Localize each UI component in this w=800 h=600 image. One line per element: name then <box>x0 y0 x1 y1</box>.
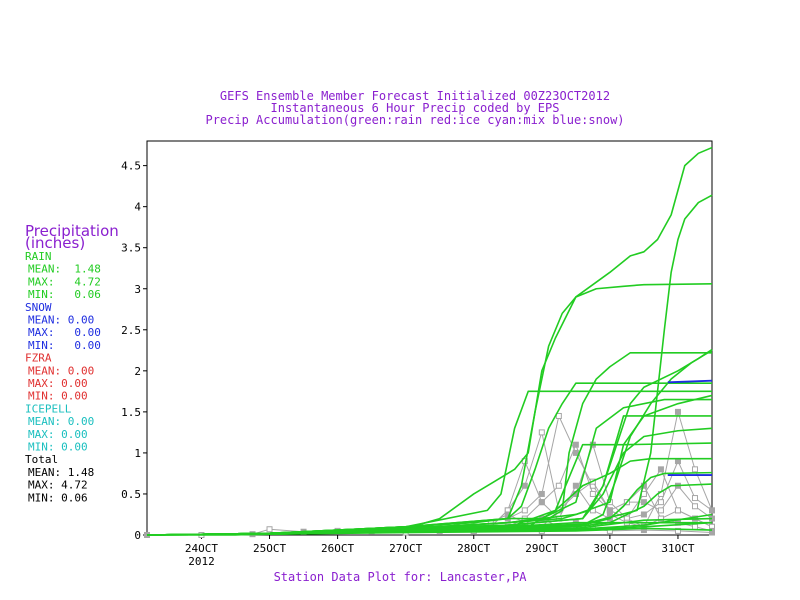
rain-accumulation-line <box>146 382 712 536</box>
y-tick-label: 0.5 <box>121 488 141 501</box>
instant-precip-point <box>555 482 562 489</box>
y-tick-label: 2 <box>134 365 141 378</box>
summary-stat-line: MAX: 4.72 <box>28 479 88 492</box>
x-tick-year: 2012 <box>188 555 215 568</box>
summary-stat-line: MIN: 0.06 <box>28 288 101 301</box>
x-tick-label: 24OCT <box>185 542 218 555</box>
rain-accumulation-line <box>146 521 712 536</box>
y-tick-label: 1.5 <box>121 406 141 419</box>
instant-precip-point <box>538 499 545 506</box>
summary-stat-line: MIN: 0.06 <box>28 491 88 504</box>
x-tick-label: 25OCT <box>253 542 286 555</box>
summary-stat-line: MEAN: 0.00 <box>28 314 94 327</box>
instant-precip-point <box>538 490 545 497</box>
x-tick-label: 27OCT <box>389 542 422 555</box>
summary-stat-line: MEAN: 1.48 <box>28 263 101 276</box>
instant-precip-point <box>674 507 681 514</box>
summary-stat-line: MIN: 0.00 <box>28 339 101 352</box>
accumulation-series <box>146 146 713 536</box>
instant-precip-point <box>521 482 528 489</box>
instant-precip-point <box>674 527 681 534</box>
y-tick-label: 0 <box>134 529 141 542</box>
y-tick-label: 2.5 <box>121 324 141 337</box>
summary-stat-line: MIN: 0.00 <box>28 390 88 403</box>
instant-precip-point <box>691 495 698 502</box>
x-tick-label: 28OCT <box>457 542 490 555</box>
summary-stat-line: MAX: 0.00 <box>28 326 101 339</box>
instant-precip-point <box>538 429 545 436</box>
summary-stat-line: MAX: 0.00 <box>28 428 88 441</box>
y-tick-label: 3 <box>134 283 141 296</box>
summary-stat-line: MEAN: 0.00 <box>28 364 94 377</box>
instant-precip-point <box>589 490 596 497</box>
summary-stat-line: MEAN: 0.00 <box>28 415 94 428</box>
instant-precip-point <box>657 507 664 514</box>
instant-precip-point <box>657 515 664 522</box>
summary-block-title: ICEPELL <box>25 402 72 415</box>
rain-accumulation-line <box>146 349 713 536</box>
x-tick-label: 26OCT <box>321 542 354 555</box>
instant-precip-point <box>572 441 579 448</box>
instant-precip-point <box>709 507 715 514</box>
instant-precip-series <box>144 408 715 538</box>
summary-stat-line: MAX: 4.72 <box>28 275 101 288</box>
snow-accumulation-line <box>667 379 713 384</box>
instant-precip-line <box>490 430 713 528</box>
instant-precip-point <box>657 499 664 506</box>
instant-precip-point <box>640 511 647 518</box>
station-footer: Station Data Plot for: Lancaster,PA <box>274 570 528 584</box>
x-tick-label: 31OCT <box>661 542 694 555</box>
summary-block-title: FZRA <box>25 352 52 365</box>
snow-segments <box>667 379 713 476</box>
summary-stat-line: MAX: 0.00 <box>28 377 88 390</box>
y-tick-label: 4.5 <box>121 160 141 173</box>
title-line-1: GEFS Ensemble Member Forecast Initialize… <box>220 89 610 103</box>
instant-precip-point <box>674 408 681 415</box>
rain-accumulation-line <box>146 283 713 536</box>
title-line-3: Precip Accumulation(green:rain red:ice c… <box>205 113 624 127</box>
summary-units: (inches) <box>25 234 85 252</box>
summary-heading: Precipitation <box>25 222 119 240</box>
summary-stat-line: MIN: 0.00 <box>28 441 88 454</box>
summary-stat-line: MEAN: 1.48 <box>28 466 94 479</box>
rain-accumulation-line <box>147 146 713 536</box>
x-tick-label: 30OCT <box>593 542 626 555</box>
instant-precip-point <box>657 466 664 473</box>
y-tick-label: 3.5 <box>121 242 141 255</box>
title-line-2: Instantaneous 6 Hour Precip coded by EPS <box>271 101 560 115</box>
y-axis: 0 0.5 1 1.5 2 2.5 3 3.5 4 4.5 <box>121 160 147 542</box>
instant-precip-point <box>266 526 273 533</box>
x-tick-label: 29OCT <box>525 542 558 555</box>
summary-block-title: SNOW <box>25 301 52 314</box>
instant-precip-point <box>691 466 698 473</box>
rain-accumulation-line <box>146 348 713 536</box>
instant-precip-point <box>691 503 698 510</box>
chart-title: GEFS Ensemble Member Forecast Initialize… <box>205 89 624 127</box>
y-tick-label: 4 <box>134 201 141 214</box>
y-tick-label: 1 <box>134 447 141 460</box>
instant-precip-point <box>691 523 698 530</box>
instant-precip-point <box>521 507 528 514</box>
plot-frame <box>146 140 713 536</box>
summary-block-title: Total <box>25 453 58 466</box>
instant-precip-point <box>640 499 647 506</box>
summary-block-title: RAIN <box>25 250 52 263</box>
rain-accumulation-line <box>146 194 713 536</box>
